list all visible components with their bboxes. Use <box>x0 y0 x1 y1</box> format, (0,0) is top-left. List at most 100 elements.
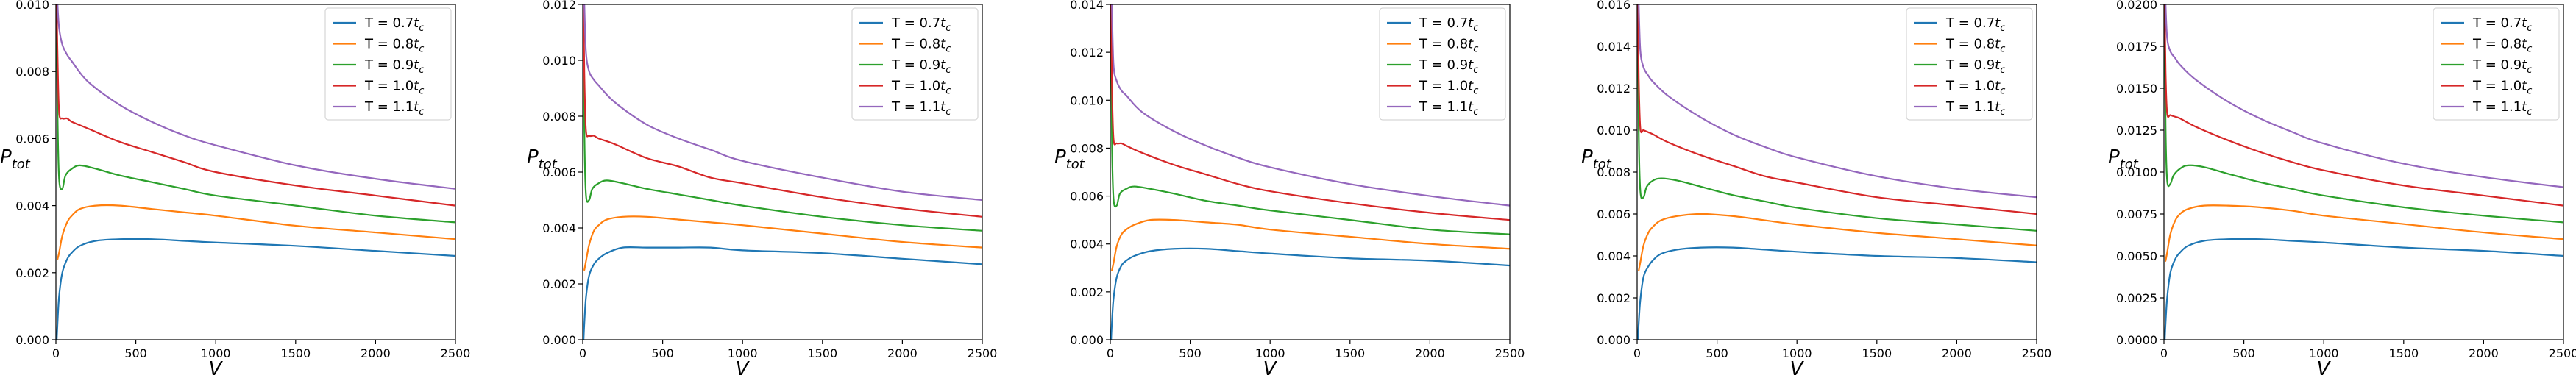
legend-label-2: T = 0.8tc <box>1945 37 2005 55</box>
legend-label-2: T = 0.8tc <box>364 37 424 55</box>
legend-label-3: T = 0.9tc <box>1419 57 1478 76</box>
legend-label-5: T = 1.1tc <box>1945 99 2005 118</box>
x-tick-label: 2000 <box>887 346 918 360</box>
y-tick-label: 0.008 <box>1597 165 1631 179</box>
y-tick-label: 0.004 <box>542 221 576 235</box>
y-tick-label: 0.016 <box>1597 0 1631 12</box>
chart-panel-3: 0 500 1000 1500 2000 2500 0.000 0.002 0.004 0.006… <box>1054 0 1525 378</box>
y-tick-label: 0.0050 <box>2116 249 2157 263</box>
y-tick-label: 0.002 <box>1597 291 1631 305</box>
x-tick-label: 500 <box>1706 346 1728 360</box>
y-tick-label: 0.010 <box>1070 93 1104 107</box>
y-axis-label: Ptot <box>527 146 558 172</box>
y-tick-label: 0.014 <box>1597 40 1631 54</box>
y-axis-label: Ptot <box>1581 146 1612 172</box>
series-group <box>56 4 455 340</box>
legend-label-4: T = 1.0tc <box>364 79 424 97</box>
y-tick-label: 0.008 <box>542 110 576 124</box>
x-tick-label: 1000 <box>728 346 758 360</box>
legend-label-2: T = 0.8tc <box>891 37 951 55</box>
series-line-3 <box>1637 4 2037 232</box>
y-tick-label: 0.014 <box>1070 0 1104 12</box>
series-line-3 <box>1110 4 1510 235</box>
legend: T = 0.7tc T = 0.8tc T = 0.9tc T = 1.0tc T = … <box>2433 7 2560 121</box>
chart-panel-4: 0 500 1000 1500 2000 2500 0.000 0.002 0.004 0.006… <box>1581 0 2051 378</box>
plot-frame <box>55 4 456 340</box>
y-tick-label: 0.0200 <box>2116 0 2157 12</box>
series-group <box>583 4 982 340</box>
series-line-4 <box>1637 4 2037 215</box>
x-tick-label: 500 <box>124 346 147 360</box>
y-tick-label: 0.006 <box>1070 190 1104 204</box>
series-line-5 <box>583 4 982 202</box>
x-tick-label: 0 <box>52 346 60 360</box>
series-line-1 <box>1110 247 1510 340</box>
y-tick-label: 0.004 <box>1597 249 1631 263</box>
legend-label-4: T = 1.0tc <box>891 79 951 97</box>
legend-label-1: T = 0.7tc <box>1419 15 1478 34</box>
legend-box <box>1906 7 2033 121</box>
series-line-2 <box>2165 204 2563 262</box>
y-tick-label: 0.0100 <box>2116 165 2157 179</box>
y-tick-label: 0.002 <box>15 266 49 280</box>
y-axis-label: Ptot <box>1054 146 1085 172</box>
y-tick-label: 0.012 <box>542 0 576 12</box>
x-tick-label: 2000 <box>1942 346 1972 360</box>
y-tick-label: 0.0125 <box>2116 124 2157 138</box>
x-tick-label: 1000 <box>201 346 231 360</box>
legend-box <box>1379 7 1506 121</box>
chart-panel-5: 0 500 1000 1500 2000 2500 0.0000 0.0025 0.0050 0.… <box>2108 0 2576 378</box>
x-tick-label: 2500 <box>968 346 998 360</box>
y-tick-label: 0.0150 <box>2116 82 2157 96</box>
series-line-3 <box>2164 4 2563 224</box>
x-axis-label: V <box>736 358 751 378</box>
x-tick-label: 1500 <box>1335 346 1365 360</box>
y-tick-label: 0.006 <box>542 165 576 179</box>
legend-label-3: T = 0.9tc <box>364 57 424 76</box>
series-group <box>2164 4 2563 340</box>
legend: T = 0.7tc T = 0.8tc T = 0.9tc T = 1.0tc T = … <box>851 7 979 121</box>
legend-label-1: T = 0.7tc <box>2472 15 2532 34</box>
x-tick-label: 1000 <box>1782 346 1812 360</box>
legend-label-5: T = 1.1tc <box>891 99 951 118</box>
series-line-2 <box>57 204 455 260</box>
x-tick-label: 0 <box>579 346 586 360</box>
series-group <box>1110 4 1510 340</box>
x-tick-label: 1000 <box>2309 346 2339 360</box>
y-tick-label: 0.006 <box>1597 207 1631 221</box>
x-axis-label: V <box>1263 358 1278 378</box>
series-line-5 <box>2165 4 2563 188</box>
legend-label-3: T = 0.9tc <box>1945 57 2005 76</box>
y-tick-label: 0.0075 <box>2116 207 2157 221</box>
x-axis-label: V <box>2317 358 2332 378</box>
y-tick-label: 0.010 <box>542 54 576 68</box>
series-group <box>1637 4 2037 340</box>
y-tick-label: 0.012 <box>1597 82 1631 96</box>
x-tick-label: 2000 <box>2469 346 2499 360</box>
y-tick-label: 0.0025 <box>2116 291 2157 305</box>
series-line-4 <box>56 4 455 207</box>
y-tick-label: 0.008 <box>1070 141 1104 155</box>
x-tick-label: 1000 <box>1255 346 1285 360</box>
x-tick-label: 0 <box>1107 346 1114 360</box>
y-tick-label: 0.000 <box>1597 333 1631 347</box>
legend-label-1: T = 0.7tc <box>364 15 424 34</box>
legend: T = 0.7tc T = 0.8tc T = 0.9tc T = 1.0tc T = … <box>324 7 452 121</box>
series-line-2 <box>1111 218 1510 271</box>
x-tick-label: 2000 <box>361 346 391 360</box>
legend: T = 0.7tc T = 0.8tc T = 0.9tc T = 1.0tc T = … <box>1906 7 2033 121</box>
x-tick-label: 2500 <box>1495 346 1525 360</box>
series-line-5 <box>57 4 455 190</box>
legend-box <box>324 7 452 121</box>
y-tick-label: 0.004 <box>15 199 49 213</box>
legend-label-3: T = 0.9tc <box>2472 57 2532 76</box>
y-tick-label: 0.000 <box>15 333 49 347</box>
series-line-3 <box>583 4 982 232</box>
y-tick-label: 0.010 <box>1597 124 1631 138</box>
legend-label-4: T = 1.0tc <box>2472 79 2532 97</box>
series-line-1 <box>56 238 455 340</box>
x-tick-label: 2500 <box>2549 346 2576 360</box>
chart-panel-1: 0 500 1000 1500 2000 2500 0.000 0.002 0.004 0.006… <box>0 0 470 378</box>
y-tick-label: 0.010 <box>15 0 49 12</box>
